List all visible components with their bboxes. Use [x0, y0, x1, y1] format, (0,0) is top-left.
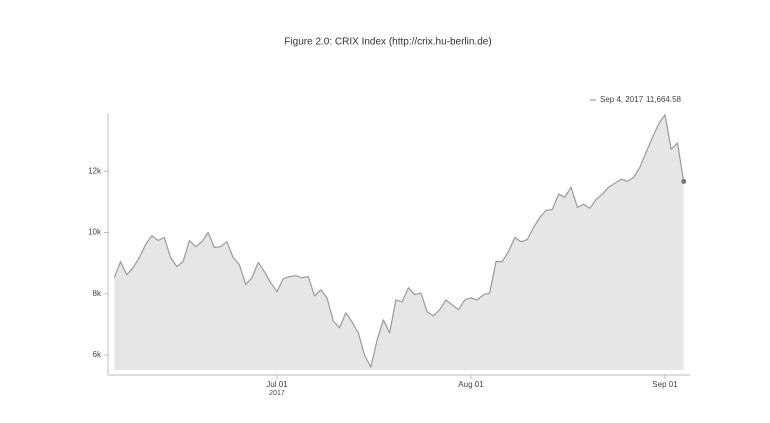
line	[113, 114, 685, 368]
x-tick-label: Aug 01	[458, 380, 484, 389]
y-tick-label: 6k	[93, 350, 102, 359]
y-tick-label: 8k	[93, 289, 102, 298]
x-tick-label: Sep 01	[652, 380, 678, 389]
hover-date: Sep 4, 2017	[600, 95, 644, 104]
chart-title: Figure 2.0: CRIX Index (http://crix.hu-b…	[284, 37, 491, 48]
x-tick-label: Jul 01	[266, 380, 288, 389]
x-tick-sublabel: 2017	[269, 390, 285, 397]
area	[114, 114, 684, 370]
y-tick-label: 12k	[88, 166, 102, 175]
y-tick-label: 10k	[88, 228, 102, 237]
hover-point	[681, 179, 687, 185]
hover-value: 11,664.58	[646, 95, 682, 104]
